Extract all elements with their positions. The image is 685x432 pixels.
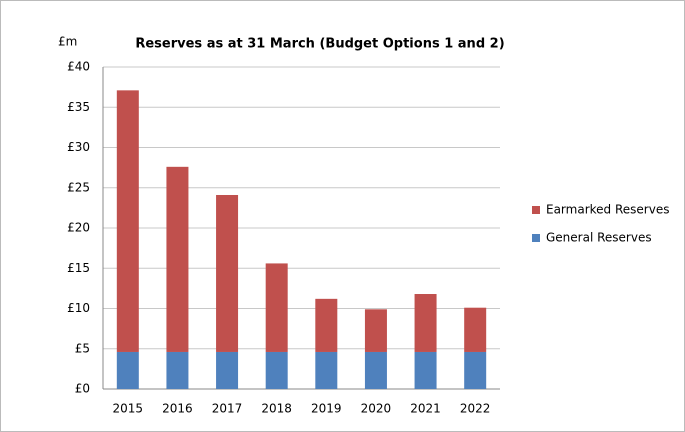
legend-swatch — [532, 234, 540, 242]
bar-segment — [315, 298, 338, 352]
bar-segment — [414, 351, 437, 389]
bar-segment — [315, 351, 338, 389]
y-tick-label: £20 — [67, 221, 90, 235]
y-tick-label: £30 — [67, 140, 90, 154]
bar-segment — [116, 90, 139, 352]
y-tick-label: £15 — [67, 261, 90, 275]
bar-segment — [364, 309, 387, 352]
bar-segment — [216, 351, 239, 389]
bar-segment — [364, 351, 387, 389]
x-tick-label: 2018 — [261, 402, 292, 416]
y-tick-label: £25 — [67, 180, 90, 194]
bar-segment — [265, 263, 288, 352]
legend-label: Earmarked Reserves — [546, 203, 669, 217]
bar-segment — [216, 194, 239, 352]
y-tick-label: £5 — [75, 341, 90, 355]
chart-title: Reserves as at 31 March (Budget Options … — [135, 37, 504, 52]
bar-segment — [116, 351, 139, 389]
bar-segment — [414, 294, 437, 352]
bar-segment — [464, 351, 487, 389]
bar-segment — [464, 307, 487, 352]
x-tick-label: 2016 — [162, 402, 193, 416]
bar-segment — [166, 166, 189, 352]
x-tick-label: 2021 — [410, 402, 441, 416]
x-tick-label: 2022 — [460, 402, 491, 416]
y-axis-label: £m — [58, 35, 77, 49]
y-tick-label: £35 — [67, 100, 90, 114]
legend-swatch — [532, 206, 540, 214]
y-tick-label: £0 — [75, 382, 90, 396]
y-tick-label: £10 — [67, 301, 90, 315]
x-tick-label: 2019 — [311, 402, 342, 416]
legend-label: General Reserves — [546, 231, 652, 245]
bar-segment — [265, 351, 288, 389]
x-tick-label: 2020 — [361, 402, 392, 416]
y-tick-label: £40 — [67, 60, 90, 74]
x-tick-label: 2017 — [212, 402, 243, 416]
bar-segment — [166, 351, 189, 389]
x-tick-label: 2015 — [113, 402, 144, 416]
